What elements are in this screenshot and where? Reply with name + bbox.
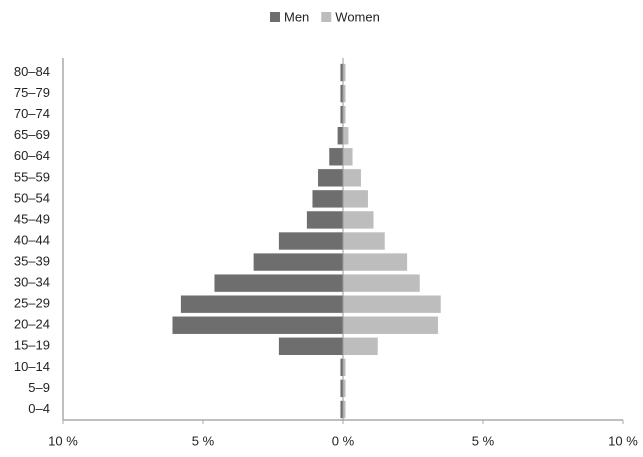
bar (317, 168, 344, 188)
bar (342, 294, 442, 314)
legend-label: Women (335, 9, 380, 24)
bar (311, 189, 344, 209)
y-tick-label: 65–69 (14, 127, 50, 142)
legend-swatch (270, 12, 280, 22)
bar (342, 168, 362, 188)
bar (278, 231, 344, 251)
bar (342, 273, 421, 293)
bar (278, 337, 344, 356)
y-tick-label: 75–79 (14, 85, 50, 100)
bar (342, 252, 408, 272)
bar (342, 147, 354, 166)
y-tick-label: 50–54 (14, 190, 50, 205)
bar (342, 316, 439, 335)
bar (213, 273, 344, 293)
bar (342, 231, 386, 251)
x-tick-label: 10 % (608, 433, 638, 448)
x-tick-label: 5 % (192, 433, 215, 448)
y-tick-label: 45–49 (14, 211, 50, 226)
bar (342, 210, 375, 230)
bar (328, 147, 344, 166)
y-tick-label: 10–14 (14, 359, 50, 374)
y-tick-label: 55–59 (14, 169, 50, 184)
y-tick-label: 5–9 (28, 380, 50, 395)
x-tick-label: 0 % (332, 433, 355, 448)
y-tick-label: 70–74 (14, 106, 50, 121)
y-tick-label: 25–29 (14, 296, 50, 311)
y-tick-label: 30–34 (14, 275, 50, 290)
y-tick-label: 80–84 (14, 64, 50, 79)
y-tick-label: 15–19 (14, 338, 50, 353)
bar (342, 126, 349, 145)
y-tick-label: 35–39 (14, 253, 50, 268)
y-tick-label: 60–64 (14, 148, 50, 163)
bar (342, 337, 379, 356)
x-tick-label: 5 % (472, 433, 495, 448)
bar (342, 189, 369, 209)
bar (171, 316, 344, 335)
legend-swatch (321, 12, 332, 22)
bar (253, 252, 344, 272)
legend-label: Men (284, 9, 309, 24)
y-tick-label: 20–24 (14, 317, 50, 332)
bar (306, 210, 344, 230)
bar (337, 126, 344, 145)
bar (180, 294, 344, 314)
x-tick-label: 10 % (48, 433, 78, 448)
y-tick-label: 0–4 (28, 401, 50, 416)
y-tick-label: 40–44 (14, 232, 50, 247)
